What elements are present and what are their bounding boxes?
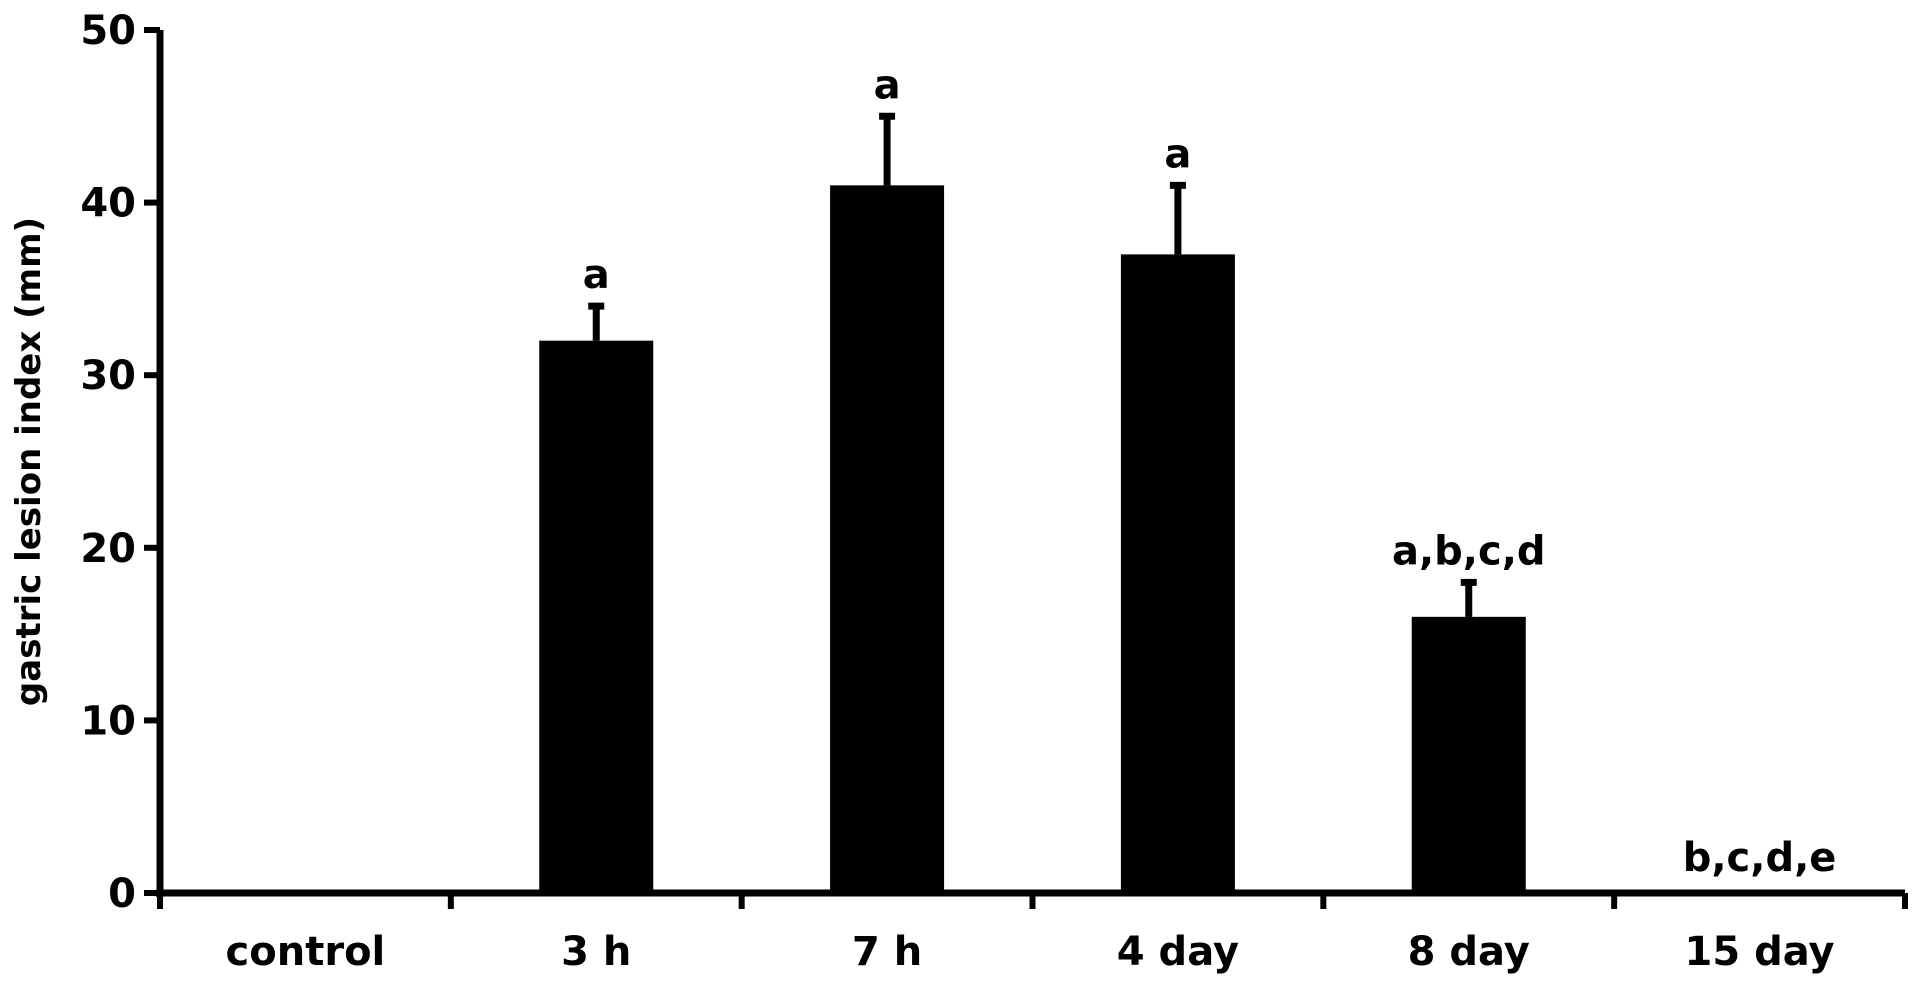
significance-label: a bbox=[583, 252, 610, 298]
significance-labels-group: a a a a,b,c,d b,c,d,e bbox=[583, 62, 1837, 881]
y-tick-label: 0 bbox=[108, 871, 136, 917]
x-category-label: 3 h bbox=[561, 929, 631, 975]
y-tick-label: 10 bbox=[80, 698, 136, 744]
y-tick-label: 30 bbox=[80, 353, 136, 399]
bar bbox=[1120, 254, 1235, 893]
bars-group bbox=[539, 185, 1526, 894]
bar bbox=[1411, 616, 1526, 893]
x-category-label: 15 day bbox=[1685, 929, 1835, 975]
y-axis: 0 10 20 30 40 50 bbox=[80, 8, 164, 917]
x-category-label: 7 h bbox=[852, 929, 922, 975]
error-bars-group bbox=[588, 112, 1477, 617]
x-category-label: 4 day bbox=[1117, 929, 1239, 975]
x-axis bbox=[156, 889, 1908, 909]
significance-label: a,b,c,d bbox=[1392, 528, 1546, 574]
bar bbox=[539, 340, 654, 893]
y-tick-label: 40 bbox=[80, 181, 136, 227]
y-axis-title: gastric lesion index (mm) bbox=[9, 217, 49, 706]
category-labels-group: control 3 h 7 h 4 day 8 day 15 day bbox=[226, 929, 1835, 975]
significance-label: a bbox=[874, 62, 901, 108]
y-tick-label: 50 bbox=[80, 8, 136, 54]
x-category-label: 8 day bbox=[1408, 929, 1530, 975]
significance-label: b,c,d,e bbox=[1683, 835, 1837, 881]
bar bbox=[830, 185, 945, 894]
y-tick-label: 20 bbox=[80, 526, 136, 572]
x-category-label: control bbox=[226, 929, 386, 975]
significance-label: a bbox=[1164, 131, 1191, 177]
